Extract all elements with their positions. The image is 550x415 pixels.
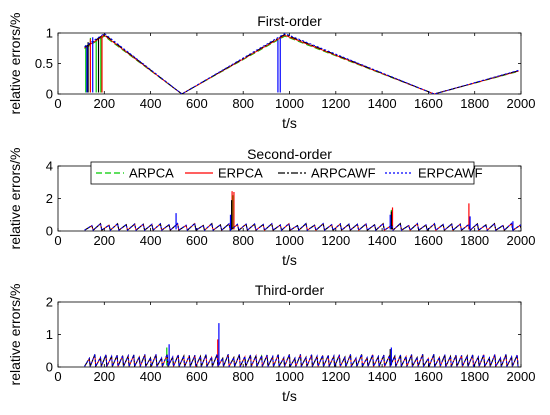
y-axis-label: relative errors/% [7, 13, 23, 115]
y-tick-label: 2 [46, 191, 53, 206]
x-tick-label: 600 [186, 233, 208, 248]
y-tick-label: 0 [46, 360, 53, 375]
x-tick-label: 1000 [275, 369, 304, 384]
y-axis-label: relative errors/% [7, 148, 23, 250]
chart-title: Second-order [247, 146, 332, 162]
x-tick-label: 800 [232, 369, 254, 384]
x-tick-label: 1800 [460, 369, 489, 384]
x-tick-label: 1200 [321, 233, 350, 248]
x-tick-label: 800 [232, 96, 254, 111]
x-tick-label: 1400 [368, 233, 397, 248]
legend-label-arpca: ARPCA [129, 166, 174, 181]
x-tick-label: 1000 [275, 96, 304, 111]
y-tick-label: 0 [46, 224, 53, 239]
x-tick-label: 2000 [507, 96, 536, 111]
x-tick-label: 200 [93, 233, 115, 248]
x-tick-label: 1600 [414, 96, 443, 111]
chart-title: Third-order [255, 282, 325, 298]
x-tick-label: 1400 [368, 369, 397, 384]
legend-label-erpcawf: ERPCAWF [418, 166, 483, 181]
x-tick-label: 1200 [321, 96, 350, 111]
y-tick-label: 2 [46, 295, 53, 310]
series-line-erpcawf [84, 32, 519, 94]
y-tick-label: 1 [46, 327, 53, 342]
x-tick-label: 200 [93, 369, 115, 384]
legend-label-erpca: ERPCA [218, 166, 263, 181]
plot-area [57, 32, 522, 95]
x-tick-label: 200 [93, 96, 115, 111]
legend: ARPCA ERPCA ARPCAWF ERPCAWF [90, 161, 483, 185]
x-tick-label: 0 [54, 96, 61, 111]
x-tick-label: 800 [232, 233, 254, 248]
chart-title: First-order [257, 13, 322, 29]
y-tick-label: 0 [46, 87, 53, 102]
y-tick-label: 4 [46, 159, 53, 174]
x-tick-label: 1200 [321, 369, 350, 384]
x-tick-label: 1000 [275, 233, 304, 248]
x-tick-label: 1800 [460, 233, 489, 248]
x-tick-label: 400 [140, 96, 162, 111]
x-tick-label: 400 [140, 369, 162, 384]
legend-label-arpcawf: ARPCAWF [311, 166, 376, 181]
x-tick-label: 600 [186, 369, 208, 384]
x-axis-label: t/s [282, 115, 297, 131]
panel-3: 0 200 400 600 800 1000 1200 1400 1600 1800 2000 0 1 2… [7, 282, 535, 404]
x-axis-label: t/s [282, 252, 297, 268]
panel-1: 0 200 400 600 800 1000 1200 1400 1600 1800 2000 0 0.… [7, 13, 535, 131]
x-tick-label: 1600 [414, 369, 443, 384]
x-tick-label: 0 [54, 369, 61, 384]
x-tick-label: 2000 [507, 369, 536, 384]
y-tick-label: 1 [46, 26, 53, 41]
y-axis-label: relative errors/% [7, 284, 23, 386]
x-axis-label: t/s [282, 388, 297, 404]
x-tick-label: 1400 [368, 96, 397, 111]
series-line-erpcawf [84, 222, 521, 231]
x-tick-label: 600 [186, 96, 208, 111]
x-tick-label: 1600 [414, 233, 443, 248]
series-line-erpcawf [84, 353, 519, 367]
x-tick-label: 1800 [460, 96, 489, 111]
y-tick-label: 0.5 [35, 56, 53, 71]
x-tick-label: 0 [54, 233, 61, 248]
x-tick-label: 2000 [507, 233, 536, 248]
x-tick-label: 400 [140, 233, 162, 248]
